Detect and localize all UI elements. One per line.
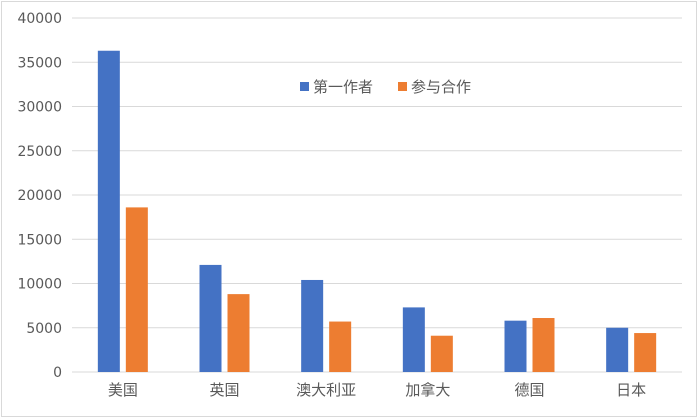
category-label: 澳大利亚	[296, 381, 356, 399]
y-axis-tick-labels: 0 5000 10000 15000 20000 25000 30000 35000 40000	[17, 11, 62, 381]
category-label: 英国	[209, 381, 239, 399]
category-label: 德国	[514, 381, 544, 399]
category-label: 美国	[108, 381, 138, 399]
bar-collaboration	[329, 321, 352, 372]
y-tick-label: 20000	[17, 188, 62, 204]
category-label: 加拿大	[405, 381, 450, 399]
y-tick-label: 0	[53, 365, 62, 381]
legend: 第一作者 参与合作	[300, 78, 471, 96]
bar-first-author	[199, 264, 222, 372]
bar-collaboration	[532, 318, 555, 372]
bar-collaboration	[125, 207, 148, 372]
bar-first-author	[504, 320, 527, 372]
legend-swatch	[300, 82, 309, 91]
legend-swatch	[398, 82, 407, 91]
x-axis-category-labels: 美国 英国 澳大利亚 加拿大 德国 日本	[108, 381, 646, 399]
bar-first-author	[301, 279, 324, 372]
y-tick-label: 25000	[17, 144, 62, 160]
y-tick-label: 15000	[17, 232, 62, 248]
bar-collaboration	[634, 333, 657, 372]
legend-label: 第一作者	[313, 78, 373, 96]
y-tick-label: 35000	[17, 55, 62, 71]
bars	[97, 50, 657, 373]
y-tick-label: 30000	[17, 100, 62, 116]
y-tick-label: 10000	[17, 277, 62, 293]
legend-label: 参与合作	[411, 78, 471, 96]
bar-first-author	[402, 307, 425, 372]
bar-collaboration	[227, 294, 250, 372]
category-label: 日本	[616, 381, 646, 399]
gridlines	[72, 17, 682, 373]
y-tick-label: 40000	[17, 11, 62, 27]
y-tick-label: 5000	[26, 321, 62, 337]
bar-collaboration	[430, 335, 453, 372]
bar-first-author	[606, 327, 629, 372]
bar-first-author	[97, 50, 120, 373]
